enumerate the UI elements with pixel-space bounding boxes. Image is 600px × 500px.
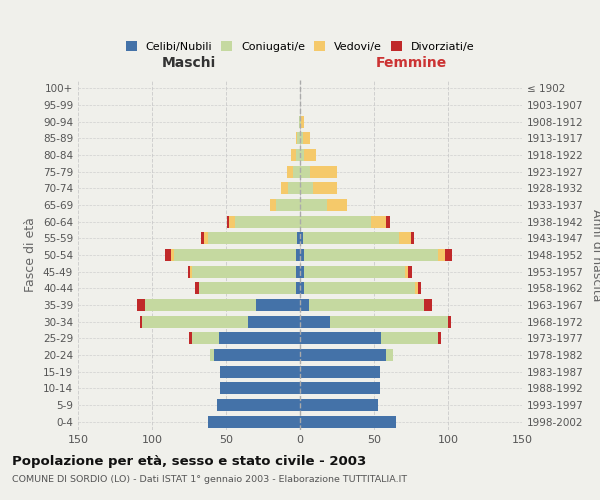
- Bar: [190, 266, 192, 278]
- Bar: [303, 132, 310, 144]
- Bar: [411, 232, 414, 244]
- Y-axis label: Fasce di età: Fasce di età: [25, 218, 37, 292]
- Bar: [210, 349, 214, 361]
- Bar: [304, 266, 405, 278]
- Bar: [140, 316, 142, 328]
- Bar: [297, 132, 300, 144]
- Bar: [300, 382, 380, 394]
- Bar: [300, 266, 304, 278]
- Bar: [220, 366, 300, 378]
- Bar: [300, 349, 386, 361]
- Bar: [217, 399, 300, 411]
- Bar: [192, 266, 296, 278]
- Bar: [271, 199, 277, 211]
- Bar: [415, 282, 418, 294]
- Legend: Celibi/Nubili, Coniugati/e, Vedovi/e, Divorziati/e: Celibi/Nubili, Coniugati/e, Vedovi/e, Di…: [121, 36, 479, 56]
- Bar: [300, 332, 382, 344]
- Bar: [300, 199, 326, 211]
- Bar: [300, 366, 380, 378]
- Bar: [303, 232, 399, 244]
- Bar: [300, 149, 304, 161]
- Bar: [300, 399, 379, 411]
- Bar: [188, 266, 190, 278]
- Text: COMUNE DI SORDIO (LO) - Dati ISTAT 1° gennaio 2003 - Elaborazione TUTTITALIA.IT: COMUNE DI SORDIO (LO) - Dati ISTAT 1° ge…: [12, 475, 407, 484]
- Bar: [405, 266, 408, 278]
- Bar: [304, 249, 437, 261]
- Bar: [204, 232, 208, 244]
- Bar: [310, 166, 337, 177]
- Bar: [300, 282, 304, 294]
- Bar: [300, 299, 309, 311]
- Bar: [277, 199, 300, 211]
- Bar: [304, 282, 415, 294]
- Bar: [445, 249, 452, 261]
- Bar: [386, 216, 390, 228]
- Bar: [371, 216, 386, 228]
- Bar: [300, 182, 313, 194]
- Bar: [288, 182, 300, 194]
- Bar: [300, 166, 310, 177]
- Bar: [296, 149, 300, 161]
- Bar: [235, 216, 300, 228]
- Bar: [300, 416, 396, 428]
- Bar: [208, 416, 300, 428]
- Y-axis label: Anni di nascita: Anni di nascita: [590, 209, 600, 301]
- Bar: [218, 332, 300, 344]
- Bar: [201, 232, 204, 244]
- Bar: [296, 282, 300, 294]
- Bar: [189, 332, 192, 344]
- Bar: [137, 299, 145, 311]
- Bar: [142, 316, 248, 328]
- Bar: [300, 232, 303, 244]
- Bar: [424, 299, 432, 311]
- Bar: [291, 149, 296, 161]
- Bar: [287, 166, 293, 177]
- Bar: [297, 232, 300, 244]
- Bar: [408, 266, 412, 278]
- Bar: [300, 316, 329, 328]
- Bar: [299, 116, 300, 128]
- Bar: [296, 132, 297, 144]
- Bar: [220, 382, 300, 394]
- Bar: [296, 249, 300, 261]
- Bar: [437, 249, 445, 261]
- Text: Popolazione per età, sesso e stato civile - 2003: Popolazione per età, sesso e stato civil…: [12, 455, 366, 468]
- Text: Femmine: Femmine: [376, 56, 446, 70]
- Bar: [313, 182, 337, 194]
- Bar: [166, 249, 171, 261]
- Bar: [145, 299, 256, 311]
- Text: Maschi: Maschi: [162, 56, 216, 70]
- Bar: [195, 282, 199, 294]
- Bar: [437, 332, 440, 344]
- Bar: [300, 216, 371, 228]
- Bar: [448, 316, 451, 328]
- Bar: [227, 216, 229, 228]
- Bar: [248, 316, 300, 328]
- Bar: [229, 216, 235, 228]
- Bar: [386, 349, 393, 361]
- Bar: [199, 282, 296, 294]
- Bar: [171, 249, 174, 261]
- Bar: [214, 349, 300, 361]
- Bar: [418, 282, 421, 294]
- Bar: [399, 232, 411, 244]
- Bar: [281, 182, 288, 194]
- Bar: [256, 299, 300, 311]
- Bar: [326, 199, 347, 211]
- Bar: [300, 249, 304, 261]
- Bar: [301, 116, 304, 128]
- Bar: [300, 132, 303, 144]
- Bar: [304, 149, 316, 161]
- Bar: [329, 316, 448, 328]
- Bar: [300, 116, 301, 128]
- Bar: [293, 166, 300, 177]
- Bar: [296, 266, 300, 278]
- Bar: [192, 332, 218, 344]
- Bar: [382, 332, 437, 344]
- Bar: [174, 249, 296, 261]
- Bar: [208, 232, 297, 244]
- Bar: [309, 299, 424, 311]
